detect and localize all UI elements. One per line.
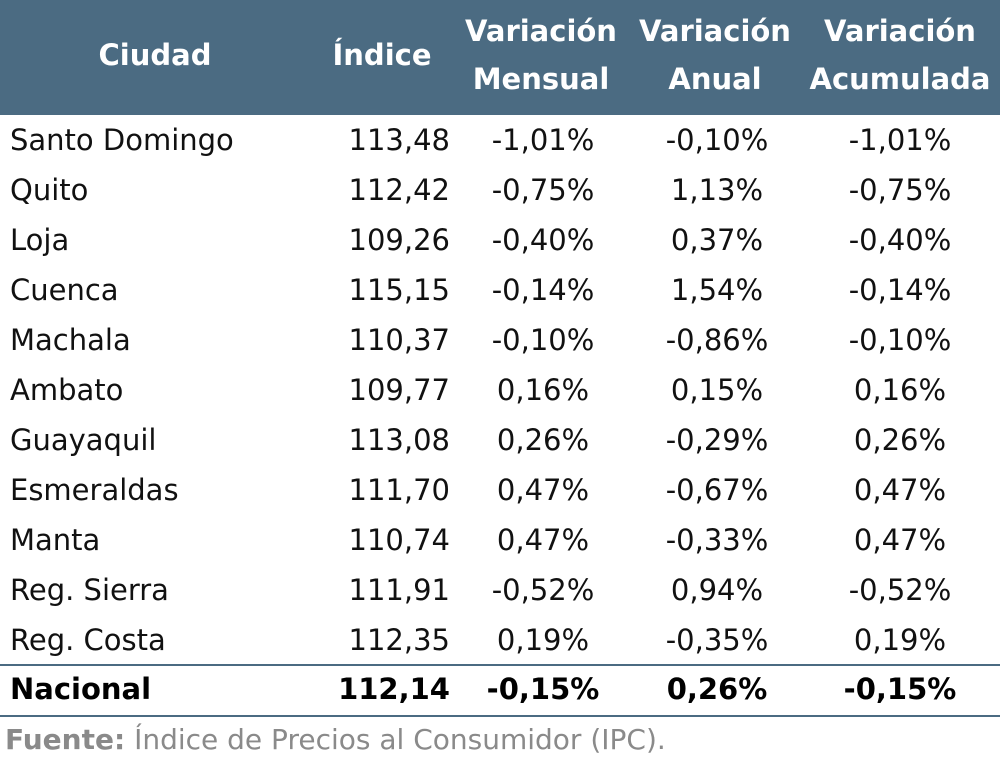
value-cell: 0,16% (497, 373, 589, 407)
city-cell: Cuenca (10, 273, 119, 307)
city-cell: Ambato (10, 373, 123, 407)
total-cell: 0,26% (667, 672, 768, 706)
value-cell: -0,52% (492, 573, 595, 607)
column-header: Ciudad (99, 38, 212, 72)
value-cell: -0,67% (666, 473, 769, 507)
value-cell: -0,52% (849, 573, 952, 607)
city-cell: Reg. Costa (10, 623, 166, 657)
value-cell: -0,75% (849, 173, 952, 207)
value-cell: -0,40% (849, 223, 952, 257)
column-header: Variación (639, 14, 791, 48)
source-text: Índice de Precios al Consumidor (IPC). (134, 722, 666, 756)
value-cell: 1,54% (671, 273, 763, 307)
value-cell: -0,86% (666, 323, 769, 357)
source: Fuente: Índice de Precios al Consumidor … (5, 722, 666, 756)
value-cell: -0,10% (849, 323, 952, 357)
value-cell: -1,01% (492, 123, 595, 157)
value-cell: -0,14% (849, 273, 952, 307)
value-cell: 0,26% (497, 423, 589, 457)
value-cell: -0,40% (492, 223, 595, 257)
city-cell: Santo Domingo (10, 123, 234, 157)
column-header: Anual (668, 62, 761, 96)
value-cell: -0,10% (492, 323, 595, 357)
value-cell: 0,47% (854, 473, 946, 507)
city-cell: Machala (10, 323, 131, 357)
value-cell: 111,70 (349, 473, 450, 507)
header-band (0, 0, 1000, 115)
city-cell: Guayaquil (10, 423, 156, 457)
total-cell: -0,15% (844, 672, 957, 706)
value-cell: 0,94% (671, 573, 763, 607)
value-cell: -0,10% (666, 123, 769, 157)
value-cell: -0,29% (666, 423, 769, 457)
column-header: Acumulada (810, 62, 991, 96)
city-cell: Quito (10, 173, 88, 207)
total-cell: Nacional (10, 672, 151, 706)
value-cell: 0,47% (854, 523, 946, 557)
value-cell: -0,14% (492, 273, 595, 307)
value-cell: -1,01% (849, 123, 952, 157)
value-cell: 0,19% (854, 623, 946, 657)
value-cell: 0,16% (854, 373, 946, 407)
source-label: Fuente: (5, 723, 125, 756)
value-cell: 110,74 (349, 523, 450, 557)
value-cell: -0,33% (666, 523, 769, 557)
city-cell: Esmeraldas (10, 473, 179, 507)
city-cell: Manta (10, 523, 100, 557)
column-header: Índice (333, 38, 432, 72)
value-cell: 1,13% (671, 173, 763, 207)
value-cell: 0,37% (671, 223, 763, 257)
value-cell: 109,26 (349, 223, 450, 257)
value-cell: -0,75% (492, 173, 595, 207)
total-cell: 112,14 (338, 672, 450, 706)
city-cell: Reg. Sierra (10, 573, 169, 607)
value-cell: 112,35 (349, 623, 450, 657)
value-cell: 0,47% (497, 473, 589, 507)
value-cell: -0,35% (666, 623, 769, 657)
value-cell: 0,26% (854, 423, 946, 457)
value-cell: 110,37 (349, 323, 450, 357)
value-cell: 0,19% (497, 623, 589, 657)
value-cell: 113,48 (349, 123, 450, 157)
value-cell: 0,47% (497, 523, 589, 557)
value-cell: 112,42 (349, 173, 450, 207)
value-cell: 113,08 (349, 423, 450, 457)
value-cell: 111,91 (349, 573, 450, 607)
value-cell: 0,15% (671, 373, 763, 407)
total-cell: -0,15% (487, 672, 600, 706)
value-cell: 115,15 (349, 273, 450, 307)
value-cell: 109,77 (349, 373, 450, 407)
column-header: Variación (465, 14, 617, 48)
column-header: Mensual (473, 62, 610, 96)
city-cell: Loja (10, 223, 69, 257)
column-header: Variación (824, 14, 976, 48)
